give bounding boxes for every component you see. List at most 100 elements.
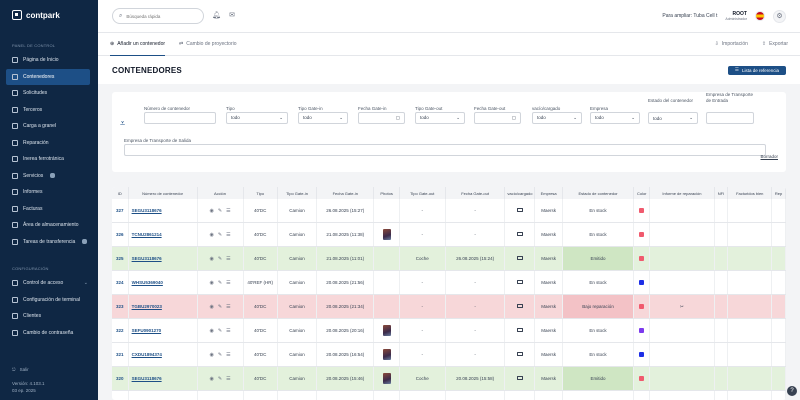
app-logo[interactable]: contpark (0, 0, 98, 30)
column-header[interactable]: Informe de reparación (649, 187, 715, 199)
row-id[interactable]: 327 (112, 199, 129, 223)
reference-list-button[interactable]: ☰ Lista de referencia (727, 65, 786, 75)
table-row[interactable]: 325 SEGU3118676 ◉ ✎ ☰ 40'DC Camion 21.08.2025 (… (112, 246, 786, 271)
repair-report[interactable] (649, 222, 715, 247)
edit-icon[interactable]: ✎ (217, 375, 223, 382)
sidebar-item-invoice[interactable]: Facturas (0, 201, 98, 218)
container-number-link[interactable]: WHSU5369040 (128, 270, 198, 295)
menu-icon[interactable]: ☰ (226, 231, 231, 238)
eye-icon[interactable]: ◉ (209, 207, 214, 214)
container-number-link[interactable]: TGBU2970023 (128, 294, 198, 319)
menu-icon[interactable]: ☰ (226, 279, 231, 286)
container-number-link[interactable]: SEGU3118676 (128, 390, 198, 400)
table-row[interactable]: 324 WHSU5369040 ◉ ✎ ☰ 40'REF (HR) Camion 20.08.… (112, 270, 786, 295)
row-id[interactable]: 323 (112, 294, 129, 319)
edit-icon[interactable]: ✎ (217, 279, 223, 286)
row-id[interactable]: 319 (112, 390, 129, 400)
gate-in-type-select[interactable]: todo ⌄ (298, 111, 348, 124)
column-header[interactable]: Color (633, 187, 651, 199)
menu-icon[interactable]: ☰ (226, 207, 231, 214)
filter-icon[interactable]: ⩡ (120, 118, 126, 128)
column-header[interactable]: Fecha Gate-in (316, 187, 375, 199)
edit-icon[interactable]: ✎ (217, 231, 223, 238)
empty-loaded-select[interactable]: todo ⌄ (532, 111, 582, 124)
column-header[interactable]: Fecha Gate-out (445, 187, 506, 199)
row-id[interactable]: 324 (112, 270, 129, 295)
gate-out-type-select[interactable]: todo ⌄ (415, 111, 465, 124)
sidebar-item-access[interactable]: Control de acceso ⌄ (0, 275, 98, 292)
edit-icon[interactable]: ✎ (217, 207, 223, 214)
export-button[interactable]: ⇪ Exportar (762, 33, 788, 56)
user-menu[interactable]: ROOT Administrador (725, 11, 747, 21)
column-header[interactable]: Tipo Gate-out (399, 187, 446, 199)
column-header[interactable]: Número de contenedor (128, 187, 198, 199)
container-number-link[interactable]: SEGU3118676 (128, 246, 198, 271)
eye-icon[interactable]: ◉ (209, 327, 214, 334)
sidebar-item-service[interactable]: Servicios (0, 168, 98, 185)
column-header[interactable]: vacío/cargado (504, 187, 536, 199)
sidebar-item-home[interactable]: Página de Inicio (0, 52, 98, 69)
edit-icon[interactable]: ✎ (217, 327, 223, 334)
gate-in-date-input[interactable]: ▢ (358, 111, 405, 124)
transport-out-input[interactable] (124, 143, 766, 156)
eye-icon[interactable]: ◉ (209, 279, 214, 286)
help-button[interactable]: ? (787, 386, 797, 396)
row-id[interactable]: 320 (112, 366, 129, 391)
table-row[interactable]: 326 TCNU2861214 ◉ ✎ ☰ 40'DC Camion 21.08.2025 (… (112, 222, 786, 247)
menu-icon[interactable]: ☰ (226, 303, 231, 310)
row-id[interactable]: 321 (112, 342, 129, 367)
tab-project[interactable]: ⇄ Cambio de proyectorio (179, 33, 237, 56)
eye-icon[interactable]: ◉ (209, 351, 214, 358)
sidebar-item-wrench[interactable]: Reparación (0, 135, 98, 152)
sidebar-item-bulk[interactable]: Carga a granel (0, 118, 98, 135)
eye-icon[interactable]: ◉ (209, 255, 214, 262)
column-header[interactable]: Photos (373, 187, 400, 199)
search-input[interactable] (126, 13, 197, 19)
container-photo[interactable] (382, 229, 391, 240)
sidebar-item-container[interactable]: Contenedores (6, 68, 90, 85)
sidebar-item-transfer[interactable]: Tareas de transferencia (0, 234, 98, 251)
repair-report[interactable] (649, 199, 715, 223)
container-number-link[interactable]: TCNU2861214 (128, 222, 198, 247)
repair-report[interactable] (649, 366, 715, 391)
tab-add-container[interactable]: ⊕ Añadir un contenedor (110, 33, 166, 56)
settings-icon[interactable]: ⚙ (773, 9, 786, 23)
menu-icon[interactable]: ☰ (226, 351, 231, 358)
menu-icon[interactable]: ☰ (226, 375, 231, 382)
repair-report[interactable] (649, 342, 715, 367)
column-header[interactable]: Tipo (243, 187, 278, 199)
mail-icon[interactable]: ✉ (229, 12, 235, 19)
column-header[interactable]: Rep (771, 187, 786, 199)
column-header[interactable]: Tipo Gate-in (277, 187, 318, 199)
transport-in-input[interactable] (706, 112, 754, 124)
table-row[interactable]: 321 CXDU1894374 ◉ ✎ ☰ 40'DC Camion 20.08.2025 (… (112, 342, 786, 367)
row-id[interactable]: 322 (112, 318, 129, 343)
repair-report[interactable]: ✂ (649, 294, 715, 319)
spain-flag-icon[interactable] (755, 11, 765, 21)
edit-icon[interactable]: ✎ (217, 255, 223, 262)
sidebar-item-lock[interactable]: Cambio de contraseña (0, 325, 98, 342)
eye-icon[interactable]: ◉ (209, 375, 214, 382)
column-header[interactable]: ID (112, 187, 129, 199)
import-button[interactable]: ⇩ Importación (715, 33, 748, 56)
table-row[interactable]: 320 SEGU3118676 ◉ ✎ ☰ 40'DC Camion 20.08.2025 (… (112, 366, 786, 391)
container-number-link[interactable]: CXDU1894374 (128, 342, 198, 367)
sidebar-item-client[interactable]: Clientes (0, 308, 98, 325)
sidebar-item-people[interactable]: Terceros (0, 102, 98, 119)
eye-icon[interactable]: ◉ (209, 231, 214, 238)
repair-report[interactable] (649, 390, 715, 400)
column-header[interactable]: Facturidos bien (727, 187, 773, 199)
container-number-input[interactable] (144, 111, 216, 124)
table-row[interactable]: 327 SEGU3118676 ◉ ✎ ☰ 40'DC Camion 26.08.2025 (… (112, 199, 786, 223)
repair-report[interactable] (649, 318, 715, 343)
repair-report[interactable] (649, 270, 715, 295)
bell-icon[interactable]: 🔔︎ (212, 12, 221, 19)
quick-search[interactable]: ⌕ (112, 8, 204, 24)
gate-out-date-input[interactable]: ▢ (474, 111, 521, 124)
column-header[interactable]: Empresa (534, 187, 563, 199)
table-row[interactable]: 323 TGBU2970023 ◉ ✎ ☰ 40'DC Camion 20.08.2025 (… (112, 294, 786, 319)
sidebar-item-terminal[interactable]: Configuración de terminal (0, 292, 98, 309)
row-id[interactable]: 326 (112, 222, 129, 247)
status-select[interactable]: todo ⌄ (648, 112, 698, 124)
